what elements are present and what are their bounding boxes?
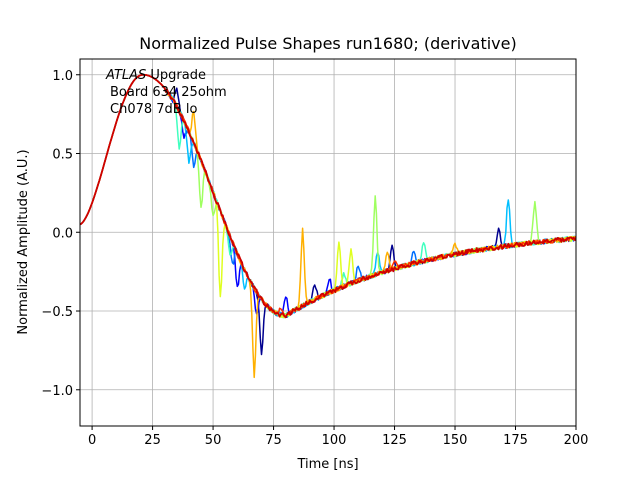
x-tick-label: 150 (443, 433, 468, 448)
chart-title: Normalized Pulse Shapes run1680; (deriva… (139, 34, 516, 53)
y-tick-label: 0.0 (52, 226, 73, 241)
annotation-upgrade: Upgrade (146, 68, 206, 83)
series-line (80, 74, 576, 379)
y-tick-label: 0.5 (52, 148, 73, 163)
annotation-line-2: Board 634 25ohm (110, 85, 227, 100)
y-tick-label: −1.0 (41, 384, 73, 399)
annotation-line-3: Ch078 7dB lo (110, 102, 197, 117)
x-tick-label: 75 (265, 433, 282, 448)
x-axis-ticks: 0 25 50 75 100 125 150 175 200 (88, 426, 588, 448)
x-tick-label: 0 (88, 433, 96, 448)
annotation-atlas: ATLAS (105, 68, 146, 83)
plot-area (80, 73, 576, 379)
y-tick-label: 1.0 (52, 69, 73, 84)
x-tick-label: 50 (205, 433, 222, 448)
x-tick-label: 175 (503, 433, 528, 448)
x-tick-label: 125 (382, 433, 407, 448)
x-tick-label: 200 (564, 433, 589, 448)
y-axis-label: Normalized Amplitude (A.U.) (16, 149, 31, 334)
x-tick-label: 25 (144, 433, 161, 448)
y-tick-label: −0.5 (41, 305, 73, 320)
plot-frame (79, 58, 577, 427)
grid (80, 59, 577, 426)
series-lines (80, 73, 576, 379)
annotation-line-1: ATLAS Upgrade (105, 68, 206, 83)
atlas-annotation: ATLAS Upgrade Board 634 25ohm Ch078 7dB … (105, 68, 227, 117)
x-axis-label: Time [ns] (296, 457, 358, 472)
series-line (80, 73, 576, 319)
x-tick-label: 100 (322, 433, 347, 448)
y-axis-ticks: −1.0 −0.5 0.0 0.5 1.0 (41, 69, 80, 399)
